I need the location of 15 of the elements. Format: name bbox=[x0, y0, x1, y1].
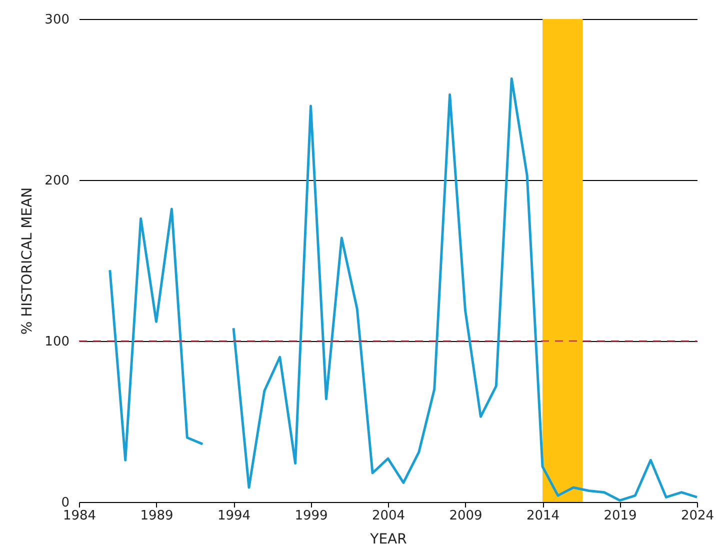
x-tick-label: 2019 bbox=[604, 508, 637, 524]
x-tick-label: 2009 bbox=[449, 508, 482, 524]
x-axis-title: YEAR bbox=[369, 532, 408, 548]
x-tick-label: 1999 bbox=[294, 508, 328, 524]
y-tick-label: 300 bbox=[44, 12, 70, 28]
y-axis-title: % HISTORICAL MEAN bbox=[20, 187, 36, 335]
x-tick-label: 1984 bbox=[62, 508, 96, 524]
x-tick-label: 1994 bbox=[217, 508, 251, 524]
x-tick-label: 2024 bbox=[680, 508, 714, 524]
y-tick-label: 100 bbox=[44, 334, 70, 350]
y-tick-label: 200 bbox=[44, 174, 70, 188]
x-tick-label: 1989 bbox=[140, 508, 174, 524]
x-tick-label: 2004 bbox=[372, 508, 406, 524]
x-tick-label: 2014 bbox=[526, 508, 560, 524]
y-tick-label: 0 bbox=[61, 496, 70, 510]
